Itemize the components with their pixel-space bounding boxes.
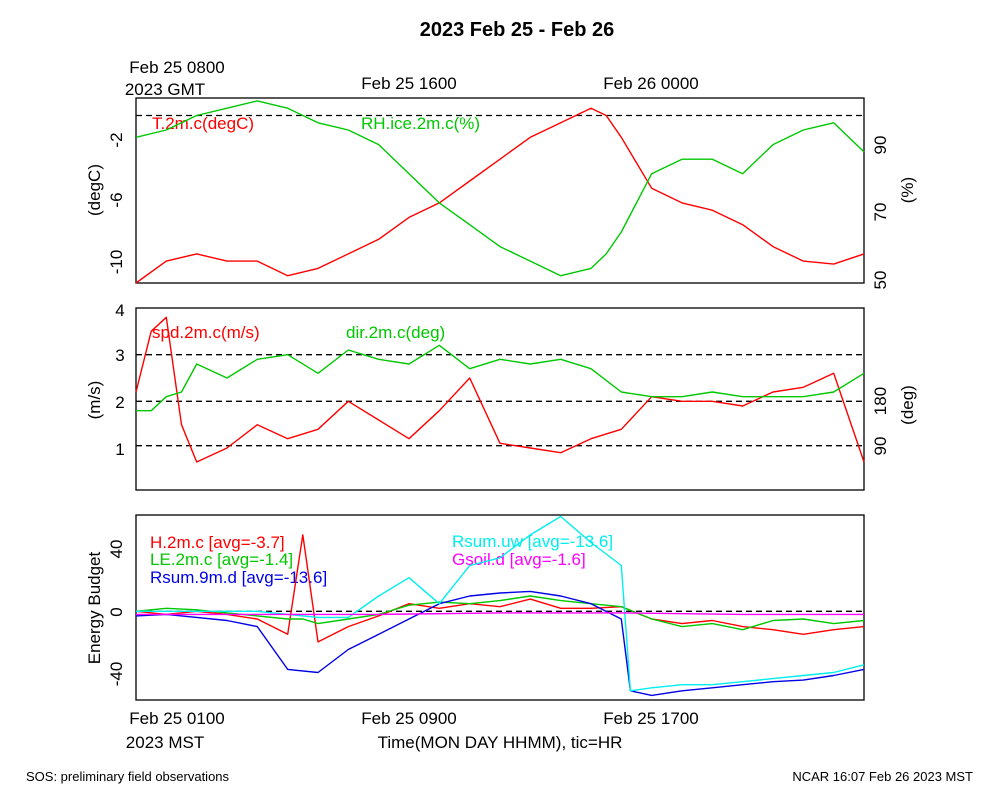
legend-gsoil: Gsoil.d [avg=-1.6] [452, 550, 586, 569]
panel1-ytick-left-2: -10 [107, 250, 126, 275]
footer-right: NCAR 16:07 Feb 26 2023 MST [792, 769, 973, 784]
legend-dir: dir.2m.c(deg) [346, 323, 445, 342]
panel2-ylabel-right: (deg) [898, 385, 917, 425]
series-line-0-0 [135, 107, 865, 284]
series-line-2-2 [135, 590, 865, 697]
legend-rhice: RH.ice.2m.c(%) [361, 114, 480, 133]
top-axis-label-2: Feb 26 0000 [603, 74, 698, 93]
chart-title: 2023 Feb 25 - Feb 26 [420, 19, 615, 41]
panel2-ytick-left-3: 4 [115, 301, 124, 320]
panel2-ylabel-left: (m/s) [85, 381, 104, 420]
panel-energy-frame [135, 514, 865, 701]
panel2-ytick-left-2: 3 [115, 346, 124, 365]
legend-t2m: T.2m.c(degC) [152, 114, 254, 133]
series-line-2-4 [136, 612, 864, 616]
bottom-axis-label-1: Feb 25 0900 [361, 709, 456, 728]
series-line-2-0 [135, 534, 865, 643]
panel2-ytick-left-0: 1 [115, 440, 124, 459]
top-axis-label-0-line1: Feb 25 0800 [129, 58, 224, 77]
panel1-ytick-right-0: 90 [871, 136, 890, 155]
panel-temperature-frame [135, 97, 865, 284]
x-axis-title: Time(MON DAY HHMM), tic=HR [378, 733, 623, 752]
panel3-ylabel-left: Energy Budget [85, 551, 104, 664]
bottom-axis-label-0-line2: 2023 MST [126, 733, 204, 752]
bottom-axis-label-0-line1: Feb 25 0100 [129, 709, 224, 728]
panel3-ytick-left-0: 40 [107, 540, 126, 559]
bottom-axis-label-2: Feb 25 1700 [603, 709, 698, 728]
legend-spd: spd.2m.c(m/s) [152, 323, 260, 342]
series-line-1-0 [135, 316, 865, 463]
panel1-ylabel-right: (%) [898, 177, 917, 203]
series-line-1-1 [136, 344, 865, 412]
top-axis-label-1: Feb 25 1600 [361, 74, 456, 93]
panel3-ytick-left-1: 0 [107, 607, 126, 616]
panel3-ytick-left-2: -40 [107, 662, 126, 687]
panel1-ytick-left-0: -2 [107, 132, 126, 147]
panel1-ytick-right-1: 70 [871, 203, 890, 222]
legend-h2m: H.2m.c [avg=-3.7] [150, 533, 285, 552]
series-line-0-1 [135, 100, 865, 277]
series-line-2-1 [135, 595, 865, 631]
legend-rsum9m: Rsum.9m.d [avg=-13.6] [150, 568, 327, 587]
panel2-ytick-right-0: 90 [871, 437, 890, 456]
plot-layer [135, 100, 865, 697]
legend-le2m: LE.2m.c [avg=-1.4] [150, 550, 293, 569]
panel1-ytick-right-2: 50 [871, 271, 890, 290]
panel2-ytick-left-1: 2 [115, 393, 124, 412]
panel1-ytick-left-1: -6 [107, 192, 126, 207]
panel2-ytick-right-1: 180 [871, 387, 890, 415]
series-line-2-3 [136, 515, 865, 692]
legend-rsumuw: Rsum.uw [avg=-13.6] [452, 532, 613, 551]
footer-left: SOS: preliminary field observations [26, 769, 230, 784]
top-axis-label-0-line2: 2023 GMT [125, 80, 205, 99]
panel1-ylabel-left: (degC) [85, 164, 104, 216]
panel-wind-frame [135, 307, 865, 491]
